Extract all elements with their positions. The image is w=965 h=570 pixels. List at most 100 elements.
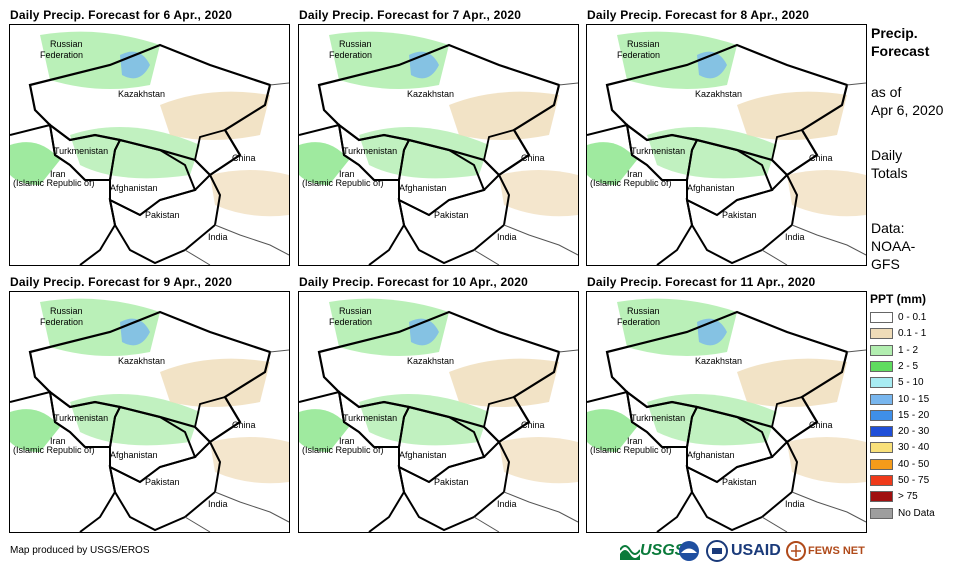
usaid-seal [706,540,728,562]
label-turkmenistan: Turkmenistan [343,146,397,156]
legend-swatch [870,312,893,323]
label-turkmenistan: Turkmenistan [631,413,685,423]
map-panel-apr6: Russian Federation Kazakhstan Turkmenist… [9,24,290,266]
label-afghanistan: Afghanistan [399,450,447,460]
label-turkmenistan: Turkmenistan [343,413,397,423]
legend-item: 20 - 30 [870,425,929,438]
label-china: China [232,153,256,163]
legend-swatch [870,344,893,356]
label-iran-1: Iran [50,436,66,446]
legend-label: 15 - 20 [898,409,930,421]
legend-swatch [870,507,893,519]
label-russia-2: Federation [40,50,83,60]
legend-label: 0.1 - 1 [898,328,927,340]
legend-label: 20 - 30 [898,426,930,438]
legend-item: 40 - 50 [870,458,929,471]
legend-item: 50 - 75 [870,474,929,487]
label-kazakhstan: Kazakhstan [407,356,454,366]
label-kazakhstan: Kazakhstan [118,89,165,99]
label-russia-1: Russian [627,39,660,49]
label-turkmenistan: Turkmenistan [54,146,108,156]
side-data-source-1: NOAA- [871,238,916,254]
label-pakistan: Pakistan [722,210,757,220]
legend-label: 30 - 40 [898,442,930,454]
panel-title-3: Daily Precip. Forecast for 8 Apr., 2020 [587,8,810,22]
legend-item: 0 - 0.1 [870,311,926,324]
label-iran-2: (Islamic Republic of) [302,445,384,455]
label-india: India [497,232,517,242]
legend-swatch [870,475,893,486]
map-panel-apr10: Russian Federation Kazakhstan Turkmenist… [298,291,579,533]
label-iran-2: (Islamic Republic of) [302,178,384,188]
label-kazakhstan: Kazakhstan [695,356,742,366]
legend-swatch [870,442,893,454]
label-afghanistan: Afghanistan [399,183,447,193]
legend-item: 10 - 15 [870,393,929,406]
side-data-source-2: GFS [871,256,900,272]
label-pakistan: Pakistan [722,477,757,487]
fews-globe-icon [786,541,806,561]
label-russia-2: Federation [617,317,660,327]
panel-title-1: Daily Precip. Forecast for 6 Apr., 2020 [10,8,233,22]
label-kazakhstan: Kazakhstan [695,89,742,99]
label-russia-1: Russian [50,306,83,316]
noaa-emblem-icon [679,541,699,561]
legend-label: > 75 [898,491,918,503]
legend-item: > 75 [870,490,918,503]
label-iran-2: (Islamic Republic of) [590,445,672,455]
label-pakistan: Pakistan [434,477,469,487]
legend-label: 10 - 15 [898,393,930,405]
label-iran-2: (Islamic Republic of) [13,445,95,455]
legend-swatch [870,491,893,503]
usaid-seal-icon [706,540,728,562]
label-iran-2: (Islamic Republic of) [13,178,95,188]
legend-item: 2 - 5 [870,360,918,373]
label-china: China [809,420,833,430]
label-afghanistan: Afghanistan [687,450,735,460]
label-kazakhstan: Kazakhstan [118,356,165,366]
label-russia-1: Russian [627,306,660,316]
label-china: China [521,153,545,163]
noaa-logo [678,540,700,562]
label-pakistan: Pakistan [145,210,180,220]
credit-text: Map produced by USGS/EROS [10,545,150,556]
label-pakistan: Pakistan [145,477,180,487]
legend-item: 30 - 40 [870,441,929,454]
map-panel-apr9: Russian Federation Kazakhstan Turkmenist… [9,291,290,533]
legend-label: 5 - 10 [898,377,924,389]
map-panel-apr8: Russian Federation Kazakhstan Turkmenist… [586,24,867,266]
usgs-logo-text: USGS [640,542,686,559]
legend-label: No Data [898,507,935,519]
panel-title-5: Daily Precip. Forecast for 10 Apr., 2020 [299,275,528,289]
label-iran-1: Iran [627,436,643,446]
label-afghanistan: Afghanistan [110,450,158,460]
label-afghanistan: Afghanistan [110,183,158,193]
usaid-logo: USAID [731,540,781,562]
label-iran-1: Iran [339,169,355,179]
side-asof-date: Apr 6, 2020 [871,102,944,118]
label-russia-1: Russian [50,39,83,49]
legend-title: PPT (mm) [870,292,927,306]
side-title-line1: Precip. [871,25,918,41]
side-data-label: Data: [871,220,905,236]
label-china: China [809,153,833,163]
label-russia-2: Federation [40,317,83,327]
panel-title-4: Daily Precip. Forecast for 9 Apr., 2020 [10,275,233,289]
panel-title-2: Daily Precip. Forecast for 7 Apr., 2020 [299,8,522,22]
legend-swatch [870,409,893,421]
label-iran-2: (Islamic Republic of) [590,178,672,188]
label-china: China [521,420,545,430]
legend-item: No Data [870,507,935,520]
label-china: China [232,420,256,430]
label-turkmenistan: Turkmenistan [631,146,685,156]
label-russia-1: Russian [339,39,372,49]
fews-logo: FEWS NET [786,540,865,562]
fews-logo-text: FEWS NET [808,545,865,557]
panel-title-6: Daily Precip. Forecast for 11 Apr., 2020 [587,275,816,289]
legend-item: 5 - 10 [870,376,924,389]
legend-swatch [870,393,893,405]
usgs-wave-icon [620,545,640,560]
legend-label: 1 - 2 [898,344,919,356]
map-panel-apr11: Russian Federation Kazakhstan Turkmenist… [586,291,867,533]
label-turkmenistan: Turkmenistan [54,413,108,423]
